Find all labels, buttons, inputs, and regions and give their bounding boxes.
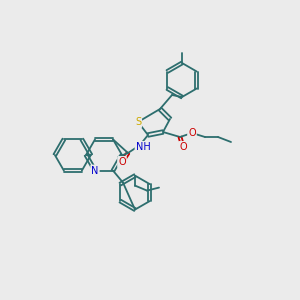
Text: O: O (188, 128, 196, 138)
Text: O: O (118, 157, 126, 167)
Text: NH: NH (136, 142, 150, 152)
Text: O: O (179, 142, 187, 152)
Text: S: S (135, 117, 141, 127)
Text: N: N (91, 166, 99, 176)
